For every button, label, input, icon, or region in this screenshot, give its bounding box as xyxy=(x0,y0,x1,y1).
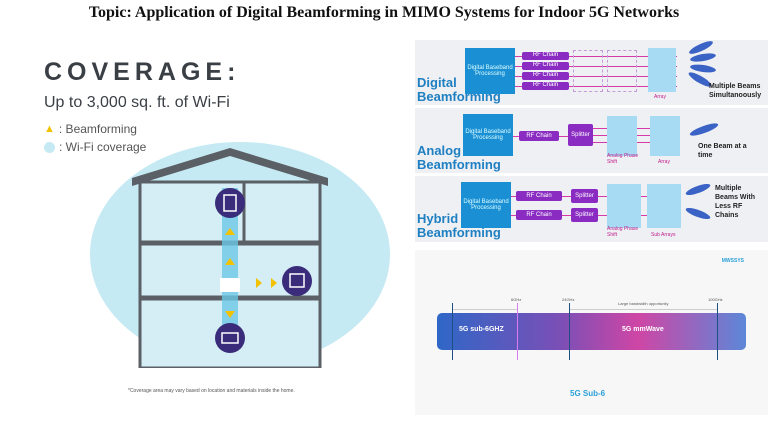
splitter: Splitter xyxy=(568,124,593,146)
digital-caption: Multiple Beams Simultanoously xyxy=(709,83,762,99)
spectrum-diagram: MWSSYS 5G sub-6GHZ 5G mmWave 6GHz 24GHz … xyxy=(415,250,768,415)
spectrum-bar: 5G sub-6GHZ 5G mmWave xyxy=(437,313,746,350)
sub-arrays: Sub Arrays xyxy=(647,184,681,238)
rf-chain: RF Chain xyxy=(522,52,569,60)
hybrid-caption: Multiple Beams With Less RF Chains xyxy=(715,185,756,219)
spectrum-caption: 5G Sub-6 xyxy=(570,389,606,398)
legend-wifi: : Wi-Fi coverage xyxy=(44,140,146,154)
antenna-array: Array xyxy=(650,116,680,165)
phase-shifters: Analog Phase Shift xyxy=(607,116,638,165)
phase-shifters: Analog Phase Shift xyxy=(607,184,641,238)
baseband-box: Digital Baseband Processing xyxy=(461,182,511,228)
baseband-box: Digital Baseband Processing xyxy=(465,48,515,94)
hybrid-beamforming-diagram: Hybrid Beamforming Digital Baseband Proce… xyxy=(415,176,768,242)
splitter: Splitter xyxy=(571,208,598,222)
baseband-box: Digital Baseband Processing xyxy=(463,114,513,156)
legend-beamforming: ▲: Beamforming xyxy=(44,122,137,136)
rf-chain: RF Chain xyxy=(516,191,562,201)
tick-100ghz: 100GHz xyxy=(708,297,723,302)
mmwave-label: 5G mmWave xyxy=(622,326,664,333)
antenna-array: Array xyxy=(648,48,676,100)
analog-beamforming-diagram: Analog Beamforming Digital Baseband Proce… xyxy=(415,108,768,173)
coverage-subheading: Up to 3,000 sq. ft. of Wi-Fi xyxy=(44,94,230,111)
digital-beamforming-diagram: Digital Beamforming Digital Baseband Proc… xyxy=(415,38,768,105)
tick-6ghz: 6GHz xyxy=(511,297,522,302)
sub6-label: 5G sub-6GHZ xyxy=(459,326,504,333)
analog-label: Analog Beamforming xyxy=(417,143,501,172)
rf-chain: RF Chain xyxy=(522,72,569,80)
analog-caption: One Beam at a time xyxy=(698,143,747,159)
page-title: Topic: Application of Digital Beamformin… xyxy=(88,4,680,21)
beamforming-icon: ▲ xyxy=(44,123,55,135)
wifi-coverage-icon xyxy=(44,141,55,153)
hybrid-label: Hybrid Beamforming xyxy=(417,211,501,240)
rf-chain: RF Chain xyxy=(519,131,559,141)
coverage-note: *Coverage area may vary based on locatio… xyxy=(128,388,295,394)
splitter: Splitter xyxy=(571,189,598,203)
rf-chain: RF Chain xyxy=(522,62,569,70)
tick-24ghz: 24GHz xyxy=(562,297,575,302)
opportunity-label: Large bandwidth opportunity xyxy=(618,301,669,306)
coverage-heading: COVERAGE: xyxy=(44,58,241,86)
coverage-panel: COVERAGE: Up to 3,000 sq. ft. of Wi-Fi ▲… xyxy=(28,40,404,412)
rf-chain: RF Chain xyxy=(516,210,562,220)
logo: MWSSYS xyxy=(721,258,744,264)
house-illustration xyxy=(132,148,328,368)
rf-chain: RF Chain xyxy=(522,82,569,90)
